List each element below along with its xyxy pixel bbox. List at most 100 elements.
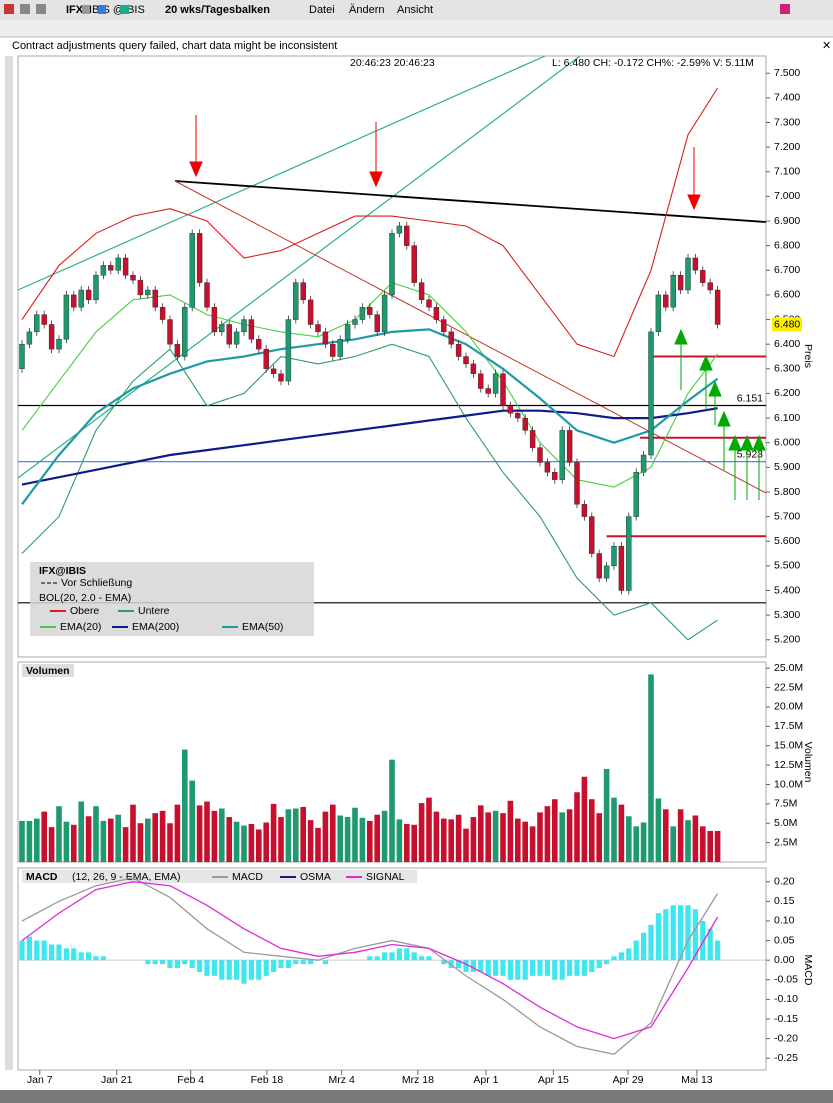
menu[interactable]: Datei — [309, 4, 335, 16]
osma-bar — [493, 960, 499, 976]
osma-bar — [478, 960, 484, 972]
candle-body — [426, 299, 432, 308]
volume-bar — [581, 776, 588, 862]
close[interactable]: ✕ — [822, 40, 831, 52]
candle-body — [544, 462, 551, 473]
osma-bar — [189, 960, 195, 969]
candle-body — [270, 368, 277, 374]
osma-bar — [552, 960, 558, 980]
volume-bar — [174, 804, 181, 862]
menu[interactable]: Ändern — [349, 4, 384, 16]
x-tick-label: Mai 13 — [681, 1074, 713, 1086]
arrow — [369, 122, 383, 188]
volume-bar — [381, 810, 388, 862]
osma-bar — [596, 960, 602, 969]
volume-bar — [56, 806, 62, 862]
osma-bar — [182, 960, 188, 965]
menu[interactable]: Ansicht — [397, 4, 433, 16]
candle-body — [34, 314, 40, 333]
close-icon[interactable] — [4, 4, 14, 14]
volume-bar — [85, 816, 92, 862]
osma-bar — [34, 940, 40, 961]
timeline-bar[interactable] — [0, 1090, 833, 1103]
y-tick-label: 6.200 — [774, 387, 800, 399]
candle-body — [211, 307, 218, 333]
x-tick-label: Jan 7 — [27, 1074, 53, 1086]
osma-bar — [256, 960, 262, 980]
osma-bar — [426, 956, 432, 961]
volume-bar — [589, 799, 595, 862]
period[interactable]: 20 wks/Tagesbalken — [165, 4, 270, 16]
tool-icon[interactable] — [36, 4, 46, 14]
osma-bar — [396, 948, 402, 961]
osma-bar — [692, 909, 698, 961]
candle-body — [418, 282, 425, 301]
y-tick-label: 22.5M — [774, 681, 803, 693]
candle-body — [670, 275, 676, 308]
osma-bar — [589, 960, 595, 972]
candle-body — [248, 319, 255, 340]
volume-bar — [159, 810, 166, 862]
volume-bar — [71, 824, 77, 862]
tool-icon[interactable] — [20, 4, 30, 14]
volume-bar — [41, 811, 47, 862]
candle-body — [122, 257, 129, 276]
arrow — [740, 434, 754, 500]
volume-bar — [566, 809, 573, 862]
y-tick-label: 2.5M — [774, 836, 797, 848]
indicator-line — [21, 407, 718, 486]
icon[interactable] — [120, 5, 129, 14]
scrollbar[interactable] — [5, 56, 13, 1070]
candle-body — [640, 454, 647, 473]
volume-bar — [241, 825, 247, 862]
icon[interactable] — [780, 4, 790, 14]
candle-body — [219, 324, 225, 333]
osma-bar — [648, 924, 654, 961]
volume-bar — [182, 749, 188, 862]
trend-line — [17, 55, 581, 479]
candle-body — [574, 462, 580, 505]
y-tick-label: 7.200 — [774, 141, 800, 153]
volume-bar — [367, 820, 373, 862]
osma-bar — [226, 960, 232, 980]
volume-bar — [26, 820, 33, 862]
volume-bar — [330, 804, 336, 862]
volume-bar — [677, 809, 684, 862]
volume-bar — [278, 817, 284, 862]
candle-body — [559, 430, 565, 480]
volume-bar — [211, 810, 218, 862]
icon[interactable] — [98, 5, 106, 14]
y-tick-label: 6.000 — [774, 436, 800, 448]
volume-bar — [404, 824, 410, 862]
osma-bar — [382, 952, 388, 961]
volume-bar — [145, 818, 151, 862]
volume-bar — [359, 817, 366, 862]
volume-bar — [189, 780, 195, 862]
osma-bar — [470, 960, 476, 972]
y-tick-label: 5.700 — [774, 510, 800, 522]
osma-bar — [78, 952, 84, 961]
volume-bar — [152, 813, 158, 862]
volume-bar — [544, 806, 551, 862]
icon[interactable] — [82, 5, 90, 14]
candle-body — [470, 363, 477, 374]
candle-body — [663, 294, 669, 308]
y-tick-label: 15.0M — [774, 740, 803, 752]
volume-bar — [19, 820, 25, 862]
osma-bar — [641, 932, 647, 961]
indicator-line — [21, 343, 718, 641]
y-tick-label: 7.400 — [774, 92, 800, 104]
candle-body — [93, 275, 99, 301]
y-tick-label: 6.900 — [774, 215, 800, 227]
candle-body — [337, 339, 343, 357]
y-tick-label: 12.5M — [774, 759, 803, 771]
volume-bar — [78, 801, 84, 862]
exchange[interactable]: IBIS @IBIS — [89, 4, 145, 16]
symbol[interactable]: IFX — [66, 4, 84, 16]
candle-body — [552, 472, 558, 480]
candle-body — [648, 331, 654, 456]
y-axis-label: Volumen — [802, 742, 814, 783]
arrow — [708, 380, 722, 425]
